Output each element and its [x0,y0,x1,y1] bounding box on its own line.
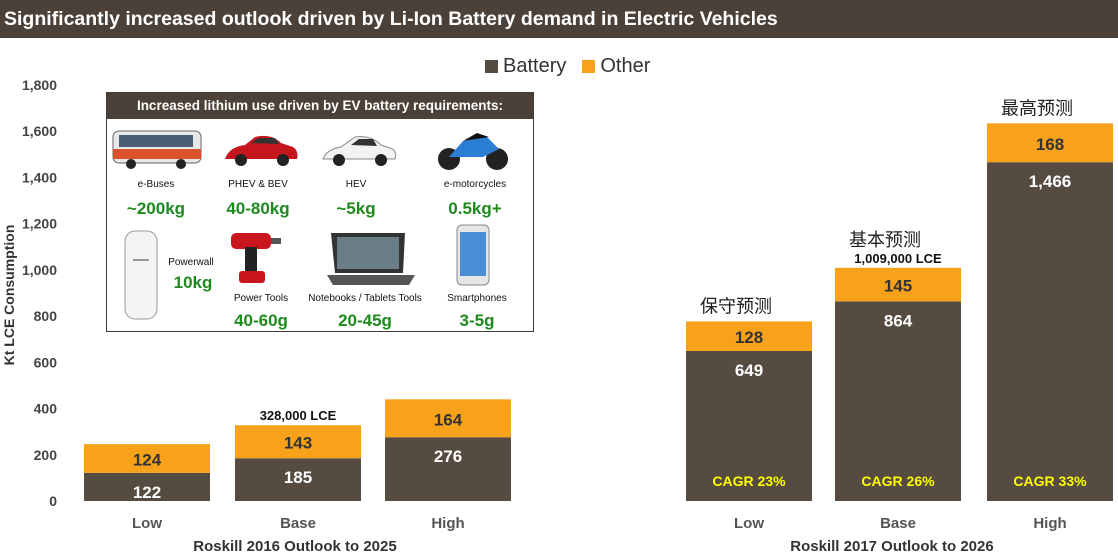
inset-item-label: Power Tools [233,293,289,304]
page-title: Significantly increased outlook driven b… [4,8,778,30]
y-tick-label: 400 [34,401,58,417]
legend-item-other: Other [582,55,650,78]
inset-item-value: ~5kg [336,199,376,218]
inset-item-label: PHEV & BEV [228,179,288,190]
x-tick-label: Base [280,515,316,532]
data-label-other: 164 [434,410,463,429]
inset-item-label: Powerwall [168,257,214,268]
data-label-battery: 276 [434,447,462,466]
inset-item-value: 3-5g [459,311,495,330]
group-label: Roskill 2016 Outlook to 2025 [193,538,396,555]
scenario-label: 基本预测 [849,230,921,251]
legend: Battery Other [485,54,666,78]
inset-item-label: Notebooks / Tablets Tools [308,293,422,304]
bar-battery [987,162,1113,502]
x-tick-label: High [431,515,464,532]
legend-label-battery: Battery [503,54,567,77]
battery-wall-icon [124,230,158,320]
data-label-battery: 185 [284,468,312,487]
y-tick-label: 200 [34,447,58,463]
y-tick-label: 1,200 [22,216,57,232]
smartphone-icon [456,224,490,286]
tablet-icon [327,233,415,285]
data-label-other: 128 [735,328,763,347]
bar-battery [235,458,361,501]
total-label: 1,009,000 LCE [854,251,942,266]
bus-icon [112,130,202,169]
inset-heading: Increased lithium use driven by EV batte… [107,93,533,119]
inset-item-label: Smartphones [447,293,507,304]
inset-item-label: e-motorcycles [443,179,507,190]
inset-item-value: ~200kg [126,199,186,218]
legend-item-battery: Battery [485,55,566,78]
legend-swatch-battery [485,59,498,73]
legend-label-other: Other [600,54,651,77]
bar-battery [835,301,961,501]
scenario-label: 最高预测 [1001,98,1073,119]
bar-other [235,425,361,459]
x-tick-label: Low [132,515,162,532]
inset-item-value: 0.5kg+ [448,199,502,218]
y-tick-label: 600 [34,354,58,370]
data-label-other: 145 [884,277,912,296]
bar-other [835,267,961,302]
bar-battery [385,437,511,501]
ev-usage-inset: Increased lithium use driven by EV batte… [106,92,534,332]
data-label-battery: 649 [735,361,763,380]
cagr-label: CAGR 23% [712,473,786,489]
inset-item-value: 40-80kg [226,199,290,218]
x-tick-label: Low [734,515,764,532]
inset-item-label: e-Buses [137,179,175,190]
y-tick-label: 1,800 [22,77,57,93]
title-bar: Significantly increased outlook driven b… [0,0,1118,38]
data-label-battery: 122 [133,483,161,502]
x-tick-label: High [1033,515,1066,532]
motorcycle-icon [438,133,508,170]
bar-battery [84,472,210,501]
inset-item-value: 20-45g [338,311,392,330]
bar-other [84,444,210,473]
y-tick-label: 800 [34,308,58,324]
y-tick-label: 1,600 [22,123,57,139]
car-icon [322,136,397,166]
y-tick-label: 0 [49,493,57,509]
total-label: 328,000 LCE [260,408,337,423]
bar-battery [686,351,812,501]
bar-other [686,321,812,352]
drill-icon [231,233,281,283]
bar-other [987,123,1113,163]
bar-other [385,399,511,438]
x-tick-label: Base [880,515,916,532]
inset-item-value: 10kg [173,273,213,292]
cagr-label: CAGR 33% [1013,473,1087,489]
cagr-label: CAGR 26% [861,473,935,489]
inset-item-label: HEV [345,179,367,190]
y-tick-label: 1,400 [22,169,57,185]
y-axis-label: Kt LCE Consumption [1,225,17,366]
y-tick-label: 1,000 [22,262,57,278]
data-label-battery: 864 [884,311,913,330]
scenario-label: 保守预测 [700,296,772,317]
data-label-other: 168 [1036,135,1064,154]
data-label-other: 143 [284,434,312,453]
group-label: Roskill 2017 Outlook to 2026 [790,538,993,555]
car-icon [225,135,298,166]
data-label-other: 124 [133,450,162,469]
inset-item-value: 40-60g [234,311,288,330]
data-label-battery: 1,466 [1029,172,1072,191]
legend-swatch-other [582,59,596,73]
